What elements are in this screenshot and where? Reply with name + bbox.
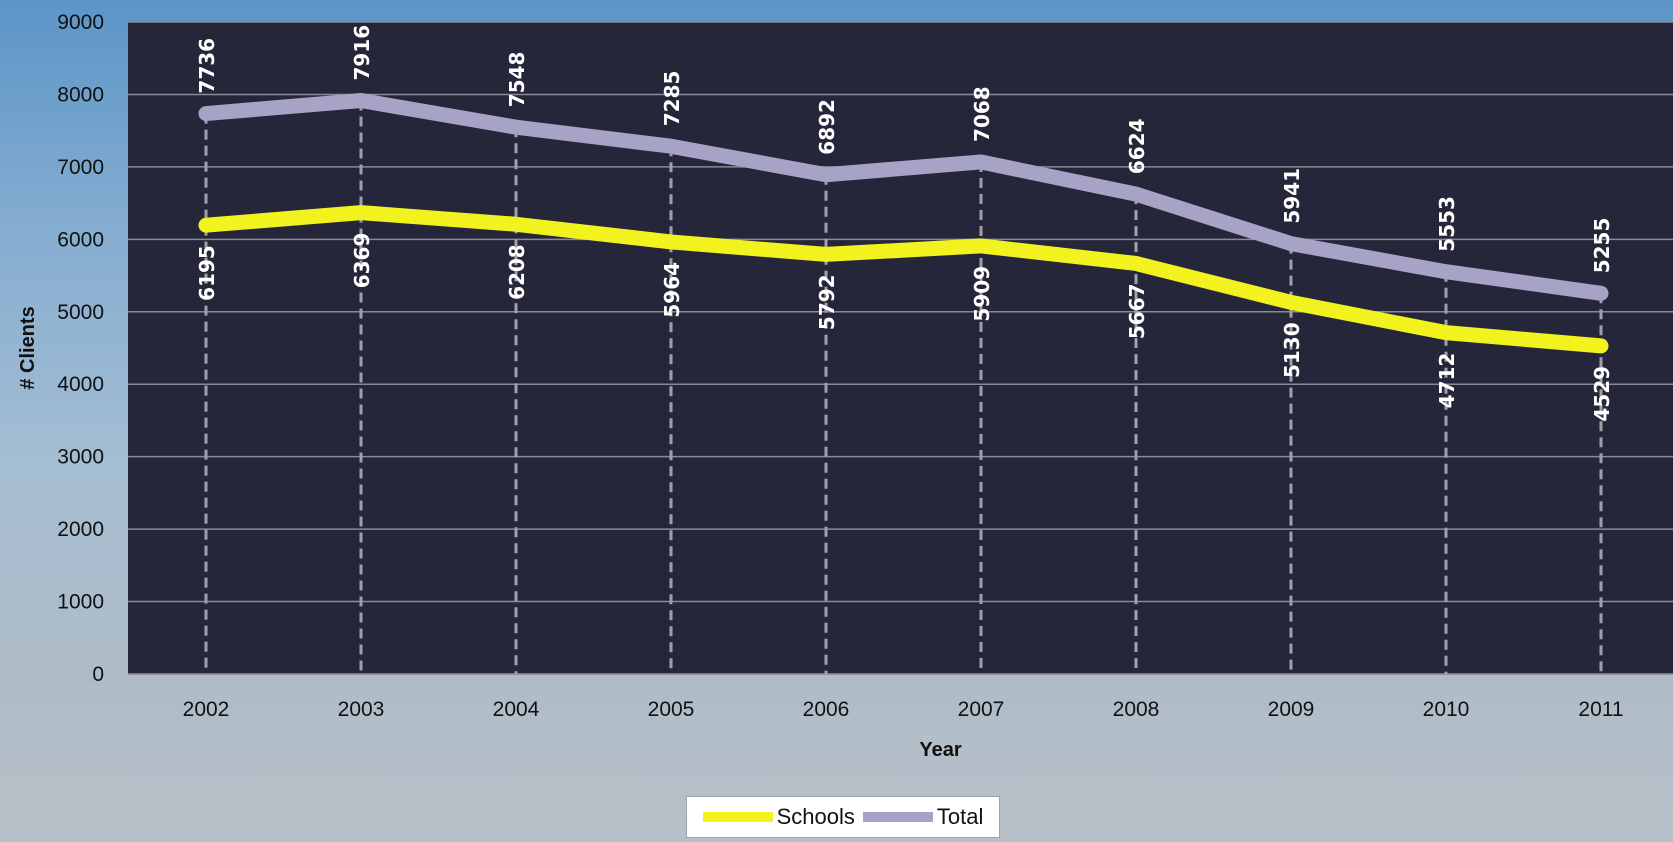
data-label-schools: 5130 bbox=[1280, 322, 1304, 378]
x-tick-label: 2008 bbox=[1113, 698, 1160, 721]
plot-area bbox=[128, 22, 1673, 674]
data-label-schools: 5909 bbox=[970, 266, 994, 322]
y-tick-label: 8000 bbox=[57, 83, 104, 106]
x-tick-label: 2005 bbox=[648, 698, 695, 721]
x-tick-label: 2004 bbox=[493, 698, 540, 721]
legend-label-total: Total bbox=[936, 804, 984, 829]
legend-swatch-schools bbox=[702, 812, 773, 822]
data-labels: 7736 6195 7916 6369 7548 6208 7285 5964 6892 5792… bbox=[195, 25, 1614, 422]
legend: Schools Total bbox=[686, 796, 1000, 838]
data-label-total: 7736 bbox=[195, 38, 219, 94]
gridlines bbox=[128, 21, 1673, 675]
x-tick-label: 2011 bbox=[1578, 698, 1623, 721]
y-axis-ticks: 0 1000 2000 3000 4000 5000 6000 7000 8000 9000 bbox=[57, 11, 104, 686]
x-axis-title: Year bbox=[919, 739, 961, 761]
y-axis-title: # Clients bbox=[17, 306, 39, 389]
data-label-total: 5941 bbox=[1280, 168, 1304, 224]
y-tick-label: 3000 bbox=[57, 446, 104, 469]
data-label-schools: 5964 bbox=[660, 262, 684, 318]
data-label-schools: 4529 bbox=[1590, 366, 1614, 422]
data-label-total: 6624 bbox=[1125, 118, 1149, 174]
x-axis-ticks: 2002 2003 2004 2005 2006 2007 2008 2009 2010 2011 bbox=[183, 698, 1624, 721]
data-label-schools: 6369 bbox=[350, 233, 374, 289]
y-tick-label: 4000 bbox=[57, 373, 104, 396]
series-line-total bbox=[198, 93, 1609, 301]
x-tick-label: 2009 bbox=[1268, 698, 1315, 721]
data-label-schools: 4712 bbox=[1435, 353, 1459, 409]
y-tick-label: 9000 bbox=[57, 11, 104, 34]
data-label-total: 7068 bbox=[970, 86, 994, 142]
data-label-schools: 5667 bbox=[1125, 283, 1149, 339]
x-tick-label: 2002 bbox=[183, 698, 230, 721]
data-label-total: 6892 bbox=[815, 99, 839, 155]
y-tick-label: 6000 bbox=[57, 228, 104, 251]
y-tick-label: 1000 bbox=[57, 591, 104, 614]
data-label-total: 7916 bbox=[350, 25, 374, 81]
x-tick-label: 2003 bbox=[338, 698, 385, 721]
legend-label-schools: Schools bbox=[776, 804, 855, 829]
y-tick-label: 5000 bbox=[57, 301, 104, 324]
x-tick-label: 2006 bbox=[803, 698, 850, 721]
data-label-schools: 6208 bbox=[505, 244, 529, 300]
data-label-total: 5255 bbox=[1590, 218, 1614, 274]
data-label-total: 7285 bbox=[660, 71, 684, 127]
legend-item-total: Total bbox=[862, 804, 984, 830]
series-lines bbox=[198, 93, 1609, 354]
legend-item-schools: Schools bbox=[702, 804, 855, 830]
series-line-schools bbox=[198, 205, 1609, 354]
y-tick-label: 7000 bbox=[57, 156, 104, 179]
data-label-total: 7548 bbox=[505, 52, 529, 108]
x-tick-label: 2007 bbox=[958, 698, 1005, 721]
legend-swatch-total bbox=[862, 812, 933, 822]
x-tick-label: 2010 bbox=[1423, 698, 1470, 721]
data-label-schools: 5792 bbox=[815, 274, 839, 330]
data-label-schools: 6195 bbox=[195, 245, 219, 301]
y-tick-label: 0 bbox=[92, 663, 104, 686]
y-tick-label: 2000 bbox=[57, 518, 104, 541]
data-label-total: 5553 bbox=[1435, 196, 1459, 252]
